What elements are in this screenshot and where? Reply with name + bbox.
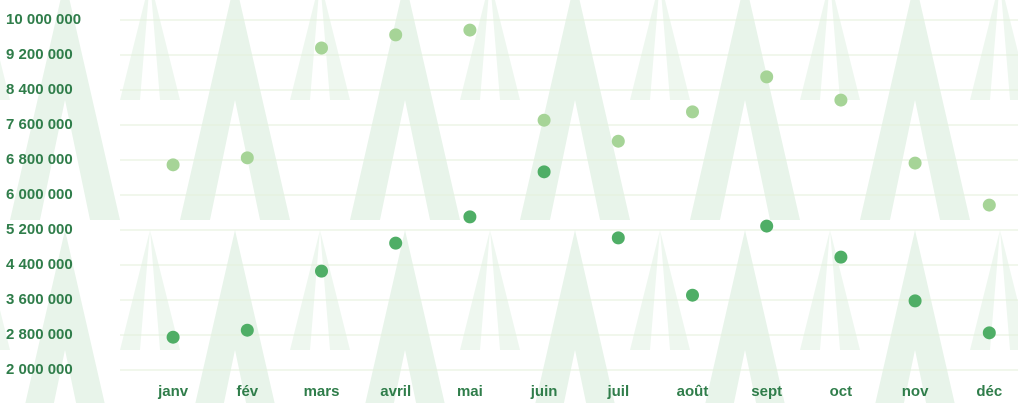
data-point xyxy=(760,220,773,233)
y-tick-label: 2 800 000 xyxy=(6,326,73,343)
data-point xyxy=(463,210,476,223)
data-point xyxy=(538,165,551,178)
y-tick-label: 8 400 000 xyxy=(6,81,73,98)
data-point xyxy=(909,294,922,307)
data-point xyxy=(389,237,402,250)
x-tick-label: oct xyxy=(830,383,853,400)
x-tick-label: janv xyxy=(157,383,189,400)
data-point xyxy=(167,158,180,171)
data-point xyxy=(389,28,402,41)
data-point xyxy=(612,135,625,148)
x-tick-label: nov xyxy=(902,383,929,400)
y-tick-label: 4 400 000 xyxy=(6,256,73,273)
y-tick-label: 6 000 000 xyxy=(6,186,73,203)
data-point xyxy=(241,324,254,337)
data-point xyxy=(983,199,996,212)
y-tick-label: 10 000 000 xyxy=(6,11,81,28)
data-point xyxy=(686,105,699,118)
data-point xyxy=(315,265,328,278)
x-tick-label: fév xyxy=(236,383,258,400)
chart: 2 000 000 2 800 000 3 600 000 4 400 000 5 20… xyxy=(0,0,1018,403)
data-point xyxy=(760,70,773,83)
x-tick-label: mars xyxy=(304,383,340,400)
data-point xyxy=(612,231,625,244)
data-point xyxy=(909,157,922,170)
data-point xyxy=(167,331,180,344)
data-point xyxy=(834,94,847,107)
data-point xyxy=(686,289,699,302)
x-tick-label: août xyxy=(677,383,709,400)
y-tick-label: 3 600 000 xyxy=(6,291,73,308)
y-tick-label: 2 000 000 xyxy=(6,361,73,378)
x-tick-label: avril xyxy=(380,383,411,400)
x-tick-label: déc xyxy=(976,383,1002,400)
y-tick-label: 9 200 000 xyxy=(6,46,73,63)
x-tick-label: juil xyxy=(606,383,629,400)
data-point xyxy=(834,251,847,264)
data-point xyxy=(315,42,328,55)
y-tick-label: 7 600 000 xyxy=(6,116,73,133)
background xyxy=(0,0,1018,403)
y-tick-label: 5 200 000 xyxy=(6,221,73,238)
data-point xyxy=(538,114,551,127)
data-point xyxy=(983,326,996,339)
y-tick-label: 6 800 000 xyxy=(6,151,73,168)
data-point xyxy=(463,24,476,37)
data-point xyxy=(241,151,254,164)
x-tick-label: juin xyxy=(530,383,558,400)
x-tick-label: mai xyxy=(457,383,483,400)
x-tick-label: sept xyxy=(751,383,782,400)
